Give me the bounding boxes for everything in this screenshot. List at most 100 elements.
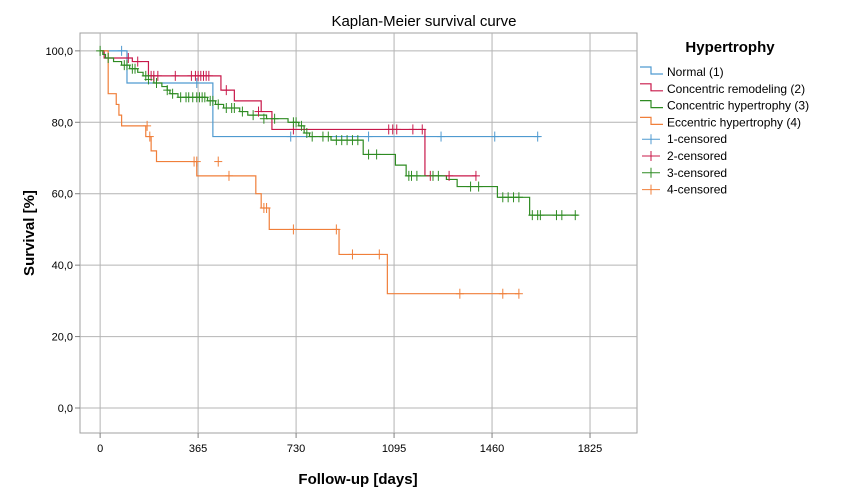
y-axis-label: Survival [%] xyxy=(21,190,38,276)
censor-mark-2 xyxy=(418,124,427,135)
censor-mark-4 xyxy=(224,170,233,181)
censor-mark-2 xyxy=(133,56,142,67)
censor-mark-3 xyxy=(324,131,333,142)
censor-mark-3 xyxy=(353,135,362,146)
x-axis-ticks: 0 365 730 1095 1460 1825 xyxy=(97,433,602,455)
censor-mark-4 xyxy=(332,224,341,235)
censor-mark-2 xyxy=(392,124,401,135)
censor-mark-4 xyxy=(143,120,152,131)
censor-mark-4 xyxy=(375,249,384,260)
x-tick-label: 0 xyxy=(97,443,103,455)
censor-mark-3 xyxy=(104,53,113,63)
plot-frame xyxy=(79,32,638,434)
plot-area xyxy=(79,32,638,434)
censor-mark-4 xyxy=(289,224,298,235)
x-tick-label: 1460 xyxy=(480,443,504,455)
censor-mark-3 xyxy=(536,210,545,221)
legend-entries: Normal (1) Concentric remodeling (2) Conce… xyxy=(640,65,809,197)
legend-title: Hypertrophy xyxy=(685,39,775,56)
censor-mark-3 xyxy=(474,181,483,192)
censor-mark-1 xyxy=(364,131,373,142)
censor-mark-1 xyxy=(437,131,446,142)
legend-label: 3-censored xyxy=(667,166,727,180)
censor-mark-4 xyxy=(214,156,223,167)
censor-mark-2 xyxy=(204,70,213,81)
censor-mark-2 xyxy=(153,70,162,81)
censor-mark-3 xyxy=(466,181,475,192)
legend-entry: 3-censored xyxy=(642,166,727,180)
censor-mark-3 xyxy=(514,192,523,203)
censor-mark-2 xyxy=(471,170,480,181)
legend-label: Eccentric hypertrophy (4) xyxy=(667,115,801,129)
legend-label: 4-censored xyxy=(667,183,727,197)
censor-mark-2 xyxy=(222,85,231,96)
censor-mark-3 xyxy=(122,60,131,71)
survival-line-4 xyxy=(100,50,519,295)
grid xyxy=(80,33,637,433)
censor-mark-3 xyxy=(297,120,306,131)
censor-mark-3 xyxy=(230,103,239,113)
censor-mark-3 xyxy=(571,210,580,221)
censor-mark-4 xyxy=(348,249,357,260)
x-tick-label: 1825 xyxy=(578,443,602,455)
censor-mark-3 xyxy=(131,63,140,74)
legend-line-swatch xyxy=(640,83,663,92)
censor-mark-3 xyxy=(144,74,153,85)
censor-mark-1 xyxy=(192,78,201,88)
censor-mark-3 xyxy=(412,170,421,181)
x-tick-label: 1095 xyxy=(382,443,406,455)
censor-mark-1 xyxy=(117,45,126,56)
censor-mark-3 xyxy=(557,210,566,221)
legend-entry: Concentric remodeling (2) xyxy=(640,82,805,96)
censor-mark-4 xyxy=(145,131,154,142)
legend-line-swatch xyxy=(640,100,663,109)
legend-label: 2-censored xyxy=(667,149,727,163)
censor-mark-3 xyxy=(434,170,443,181)
chart-title: Kaplan-Meier survival curve xyxy=(331,13,516,30)
censor-mark-3 xyxy=(364,149,373,160)
censor-mark-3 xyxy=(259,113,268,124)
censor-mark-3 xyxy=(163,85,172,96)
censor-mark-3 xyxy=(270,113,279,124)
censor-mark-3 xyxy=(292,117,301,128)
censor-mark-4 xyxy=(192,156,201,167)
legend-entry: Eccentric hypertrophy (4) xyxy=(640,115,801,129)
censor-mark-3 xyxy=(200,92,209,103)
y-tick-label: 0,0 xyxy=(58,403,73,415)
censor-mark-3 xyxy=(308,131,317,142)
legend-label: Concentric remodeling (2) xyxy=(667,82,805,96)
censor-marks xyxy=(96,45,580,299)
legend-label: Normal (1) xyxy=(667,65,724,79)
censor-mark-3 xyxy=(302,128,311,138)
legend-entry: 2-censored xyxy=(642,149,727,163)
censor-mark-1 xyxy=(533,131,542,142)
legend-line-swatch xyxy=(640,66,663,75)
y-tick-label: 20,0 xyxy=(52,332,73,344)
censor-mark-4 xyxy=(514,288,523,299)
x-axis-label: Follow-up [days] xyxy=(298,471,417,488)
y-tick-label: 80,0 xyxy=(52,117,73,129)
legend: Hypertrophy Normal (1) Concentric remodel… xyxy=(640,39,809,197)
censor-mark-3 xyxy=(238,106,247,117)
legend-entry: 1-censored xyxy=(642,132,727,146)
censor-mark-3 xyxy=(96,45,105,56)
censor-mark-4 xyxy=(262,203,271,213)
censor-mark-3 xyxy=(152,78,161,88)
censor-mark-2 xyxy=(171,70,180,81)
legend-line-swatch xyxy=(640,116,663,125)
censor-mark-4 xyxy=(498,288,507,299)
censor-mark-3 xyxy=(208,95,217,106)
censor-mark-4 xyxy=(455,288,464,299)
censor-mark-1 xyxy=(286,131,295,142)
censor-mark-3 xyxy=(168,88,177,99)
censor-mark-1 xyxy=(490,131,499,142)
censor-mark-2 xyxy=(254,106,263,117)
censor-mark-2 xyxy=(408,124,417,135)
censor-mark-3 xyxy=(214,99,223,110)
x-tick-label: 730 xyxy=(287,443,305,455)
y-tick-label: 40,0 xyxy=(52,260,73,272)
censor-mark-3 xyxy=(249,110,258,121)
legend-entry: Normal (1) xyxy=(640,65,724,79)
censor-mark-3 xyxy=(372,149,381,160)
